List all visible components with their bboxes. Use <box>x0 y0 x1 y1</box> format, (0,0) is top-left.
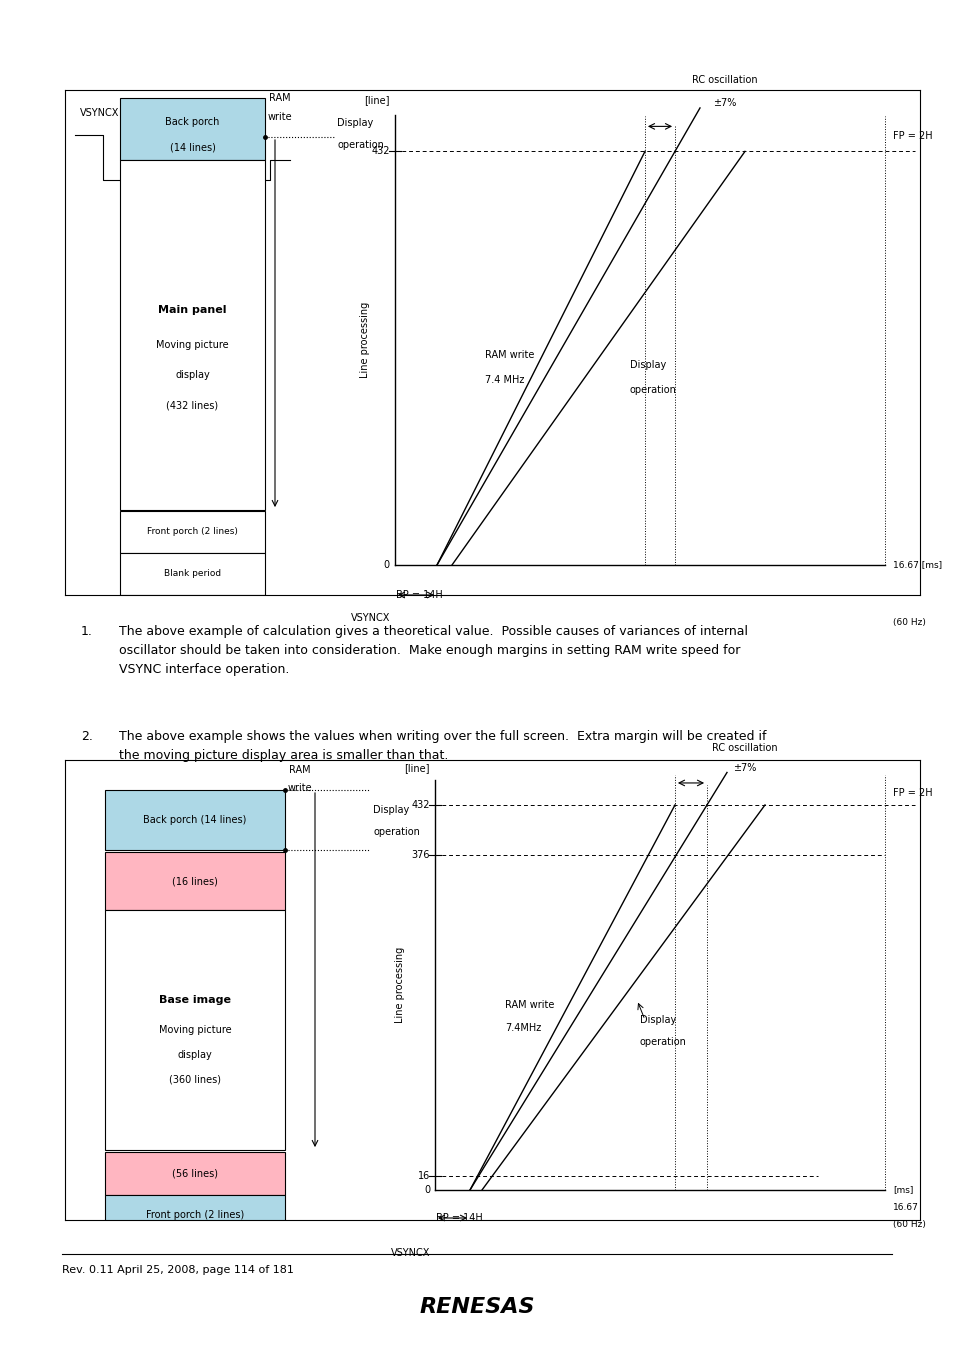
Text: BP = 14H: BP = 14H <box>436 1214 482 1223</box>
Text: operation: operation <box>373 828 419 837</box>
Bar <box>105 790 285 850</box>
Text: (60 Hz): (60 Hz) <box>892 617 925 626</box>
Bar <box>105 1195 285 1237</box>
Text: Display: Display <box>336 117 373 128</box>
Text: Base image: Base image <box>159 995 231 1004</box>
Text: 1.: 1. <box>81 625 92 639</box>
Text: VSYNCX: VSYNCX <box>390 1247 430 1258</box>
Text: 432: 432 <box>371 146 390 157</box>
Text: 16: 16 <box>417 1170 430 1181</box>
Text: [ms]: [ms] <box>892 1185 912 1195</box>
Bar <box>120 161 265 510</box>
Text: Display: Display <box>373 805 409 815</box>
Text: VSYNCX: VSYNCX <box>351 613 390 622</box>
Text: FP = 2H: FP = 2H <box>892 788 932 798</box>
Text: Rev. 0.11 April 25, 2008, page 114 of 181: Rev. 0.11 April 25, 2008, page 114 of 18… <box>62 1265 294 1274</box>
Text: 2.: 2. <box>81 730 92 742</box>
Text: [line]: [line] <box>404 763 430 774</box>
Bar <box>120 554 265 595</box>
Text: RENESAS: RENESAS <box>418 1297 535 1316</box>
Bar <box>105 1152 285 1195</box>
Text: ±7%: ±7% <box>733 763 756 774</box>
Text: Display: Display <box>629 360 665 370</box>
Text: RC oscillation: RC oscillation <box>692 76 757 85</box>
Text: Moving picture: Moving picture <box>156 340 229 350</box>
Text: ±7%: ±7% <box>713 99 736 108</box>
Text: [line]: [line] <box>364 95 390 105</box>
Text: Back porch: Back porch <box>165 117 219 127</box>
Text: (56 lines): (56 lines) <box>172 1168 218 1179</box>
Text: 7.4MHz: 7.4MHz <box>504 1023 540 1033</box>
Bar <box>105 852 285 910</box>
Text: RAM: RAM <box>269 93 291 103</box>
Text: (60 Hz): (60 Hz) <box>892 1220 925 1230</box>
Text: RAM write: RAM write <box>504 1000 554 1010</box>
Text: The above example shows the values when writing over the full screen.  Extra mar: The above example shows the values when … <box>119 730 766 761</box>
Text: (432 lines): (432 lines) <box>166 400 218 410</box>
Text: Main panel: Main panel <box>158 305 227 315</box>
Text: Moving picture: Moving picture <box>158 1025 231 1035</box>
Text: operation: operation <box>639 1037 686 1048</box>
Text: 7.4 MHz: 7.4 MHz <box>484 375 524 385</box>
Text: (14 lines): (14 lines) <box>170 143 215 153</box>
Text: RC oscillation: RC oscillation <box>712 743 777 753</box>
Text: 432: 432 <box>411 801 430 810</box>
Text: 376: 376 <box>411 850 430 860</box>
Text: Display: Display <box>639 1015 676 1025</box>
Text: display: display <box>177 1050 213 1060</box>
Text: FP = 2H: FP = 2H <box>892 131 932 142</box>
Text: write: write <box>288 783 312 792</box>
Text: Line processing: Line processing <box>359 302 370 378</box>
Text: 16.67 [ms]: 16.67 [ms] <box>892 560 942 570</box>
Text: Front porch (2 lines): Front porch (2 lines) <box>146 1211 244 1220</box>
Text: (16 lines): (16 lines) <box>172 876 217 886</box>
Text: 0: 0 <box>423 1185 430 1195</box>
Text: operation: operation <box>336 140 383 150</box>
Text: VSYNCX: VSYNCX <box>80 108 119 117</box>
Bar <box>120 99 265 161</box>
Text: RAM write: RAM write <box>484 350 534 360</box>
Bar <box>120 512 265 553</box>
Text: Front porch (2 lines): Front porch (2 lines) <box>147 528 237 536</box>
Text: RAM: RAM <box>289 765 311 775</box>
Text: Line processing: Line processing <box>395 946 405 1023</box>
Text: The above example of calculation gives a theoretical value.  Possible causes of : The above example of calculation gives a… <box>119 625 747 676</box>
Text: (360 lines): (360 lines) <box>169 1075 221 1085</box>
Text: Blank period: Blank period <box>164 570 221 579</box>
Text: display: display <box>175 370 210 379</box>
Text: Back porch (14 lines): Back porch (14 lines) <box>143 815 247 825</box>
Text: BP = 14H: BP = 14H <box>395 590 442 599</box>
Text: operation: operation <box>629 385 677 396</box>
Text: 16.67: 16.67 <box>892 1203 918 1211</box>
Text: write: write <box>268 112 292 122</box>
Bar <box>105 910 285 1150</box>
Text: 0: 0 <box>383 560 390 570</box>
